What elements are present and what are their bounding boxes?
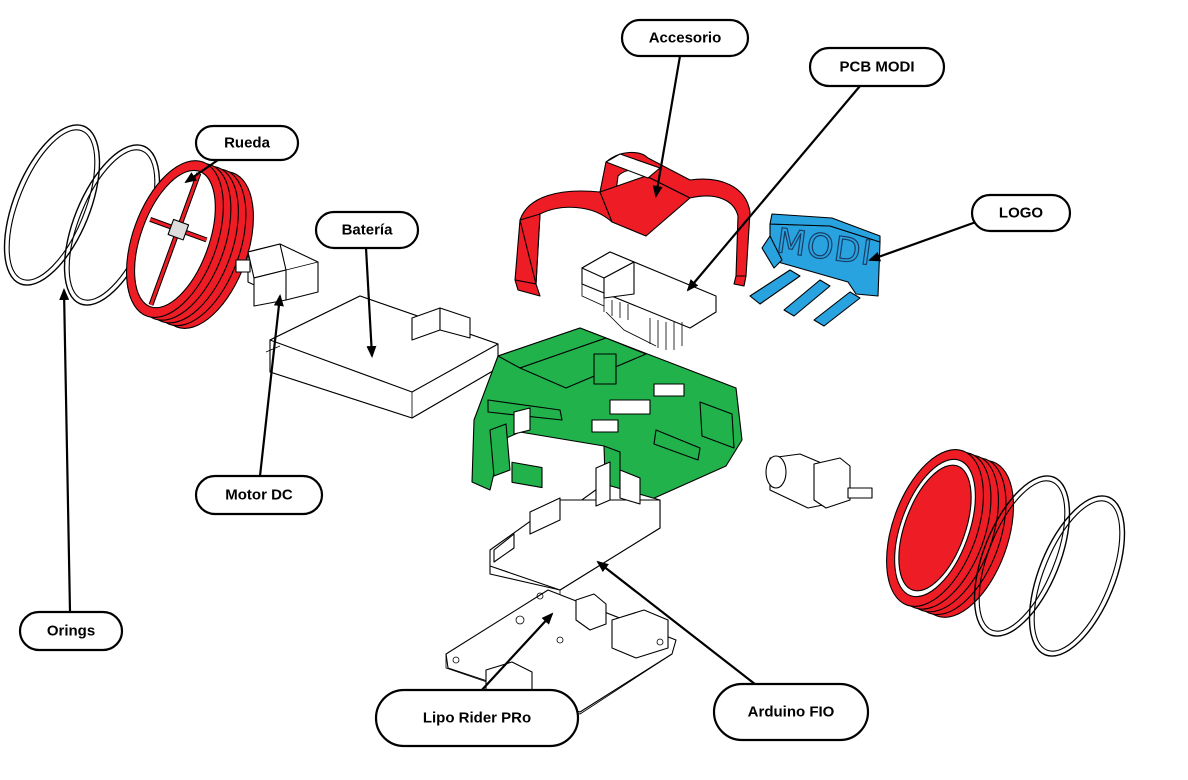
pcb-modi-arrow xyxy=(686,85,861,292)
logo-plate: MODI xyxy=(749,213,881,327)
left-wheel xyxy=(125,160,254,329)
label-accesorio-text: Accesorio xyxy=(649,30,722,47)
label-arduino-fio: Arduino FIO xyxy=(712,682,870,742)
lipo-rider-arrow xyxy=(479,612,554,693)
label-logo-text: LOGO xyxy=(999,205,1043,222)
motor-dc-arrow xyxy=(258,294,284,477)
label-rueda-text: Rueda xyxy=(224,135,271,152)
accessory xyxy=(514,151,751,297)
label-accesorio: Accesorio xyxy=(620,18,750,58)
label-pcb-modi-text: PCB MODI xyxy=(840,59,915,76)
label-motor-dc-text: Motor DC xyxy=(225,487,293,504)
label-lipo-rider-text: Lipo Rider PRo xyxy=(423,710,531,727)
accesorio-arrow xyxy=(652,55,682,198)
right-orings xyxy=(973,475,1126,657)
bateria-arrow xyxy=(364,247,377,358)
label-motor-dc: Motor DC xyxy=(194,474,324,516)
arduino-fio xyxy=(489,461,661,605)
orings-arrow xyxy=(59,288,72,613)
chassis xyxy=(471,327,743,517)
label-lipo-rider: Lipo Rider PRo xyxy=(374,688,580,748)
right-motor-dc xyxy=(765,453,873,509)
logo-arrow xyxy=(868,220,977,262)
pcb-modi xyxy=(581,251,717,350)
battery xyxy=(265,295,499,419)
label-arduino-fio-text: Arduino FIO xyxy=(748,704,835,721)
label-rueda: Rueda xyxy=(194,124,300,162)
label-bateria: Batería xyxy=(314,210,420,250)
arduino-fio-arrow xyxy=(596,560,761,689)
leader-lines xyxy=(59,55,977,693)
left-motor-dc xyxy=(235,243,319,307)
label-orings: Orings xyxy=(18,610,124,652)
label-logo: LOGO xyxy=(970,193,1072,233)
right-wheel xyxy=(886,449,1015,618)
label-bateria-text: Batería xyxy=(342,222,394,239)
label-pcb-modi: PCB MODI xyxy=(808,46,946,88)
label-orings-text: Orings xyxy=(47,623,95,640)
rueda-arrow xyxy=(184,159,219,184)
